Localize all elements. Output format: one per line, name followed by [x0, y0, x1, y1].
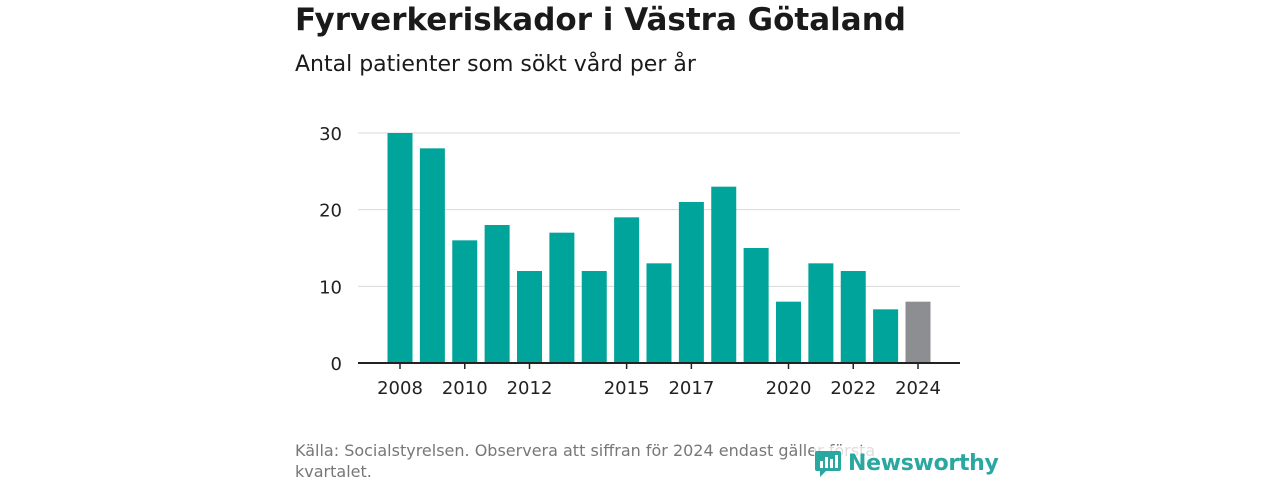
bars	[387, 133, 931, 363]
bar-2015[interactable]	[614, 217, 640, 363]
y-tick-label: 30	[319, 124, 342, 145]
bar-2024[interactable]	[905, 301, 931, 363]
chart-title: Fyrverkeriskador i Västra Götaland	[295, 2, 906, 38]
newsworthy-logo[interactable]: Newsworthy	[814, 446, 999, 480]
bar-2018[interactable]	[711, 186, 737, 363]
newsworthy-logo-icon	[815, 451, 841, 477]
newsworthy-logo-text: Newsworthy	[848, 450, 999, 476]
chart-subtitle: Antal patienter som sökt vård per år	[295, 52, 696, 77]
bar-2019[interactable]	[743, 248, 769, 363]
y-tick-label: 10	[319, 277, 342, 298]
x-tick-label: 2008	[377, 378, 423, 399]
bar-2016[interactable]	[646, 263, 672, 363]
x-tick-label: 2012	[507, 378, 553, 399]
bar-2010[interactable]	[452, 240, 478, 363]
x-tick-label: 2017	[668, 378, 714, 399]
x-tick-label: 2020	[766, 378, 812, 399]
x-axis-ticks: 2008 2010 2012 2015 2017 2020 2022 2024	[377, 363, 941, 399]
x-tick-label: 2022	[830, 378, 876, 399]
bar-2012[interactable]	[517, 271, 542, 363]
bar-chart: 0 10 20 30 2008 2010 2012 2015 2017 2020 2022 2024	[319, 124, 960, 399]
bar-2009[interactable]	[419, 148, 445, 363]
bar-2011[interactable]	[484, 225, 510, 363]
bar-2020[interactable]	[776, 301, 801, 363]
bar-2013[interactable]	[549, 232, 575, 363]
y-tick-label: 0	[331, 354, 342, 375]
x-tick-label: 2024	[895, 378, 941, 399]
x-tick-label: 2015	[604, 378, 650, 399]
bar-2022[interactable]	[840, 271, 866, 363]
bar-2021[interactable]	[808, 263, 834, 363]
y-axis-ticks: 0 10 20 30	[319, 124, 342, 375]
y-tick-label: 20	[319, 201, 342, 222]
x-tick-label: 2010	[442, 378, 488, 399]
source-note: Källa: Socialstyrelsen. Observera att si…	[295, 441, 876, 481]
bar-2023[interactable]	[873, 309, 899, 363]
bar-2017[interactable]	[678, 202, 704, 363]
bar-2014[interactable]	[581, 271, 607, 363]
bar-2008[interactable]	[387, 133, 413, 363]
